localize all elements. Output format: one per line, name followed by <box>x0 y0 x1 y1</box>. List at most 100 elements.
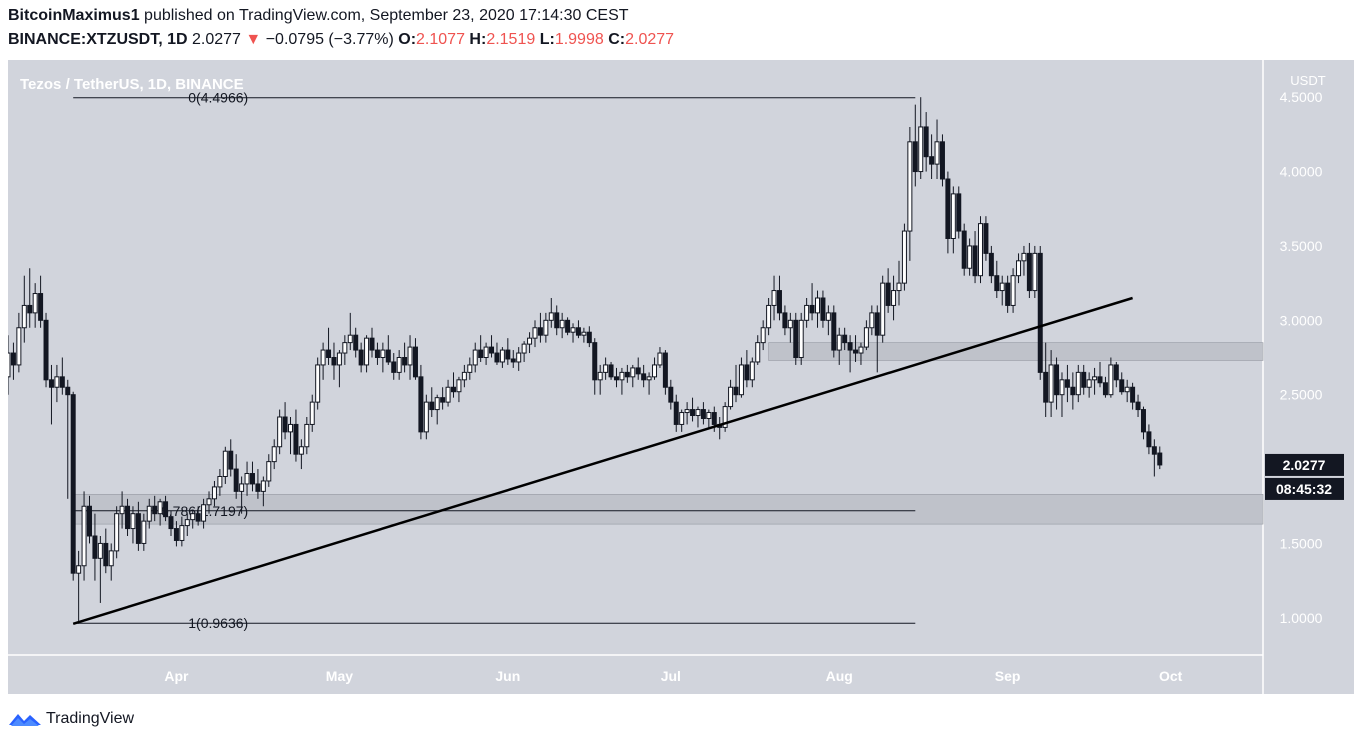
candle[interactable] <box>907 126 913 261</box>
candle[interactable] <box>619 367 625 395</box>
candle[interactable] <box>945 171 951 254</box>
candle[interactable] <box>722 402 728 432</box>
candle[interactable] <box>608 361 614 380</box>
candle[interactable] <box>260 476 266 507</box>
candle[interactable] <box>380 342 386 373</box>
candle[interactable] <box>809 283 815 321</box>
candle[interactable] <box>994 260 1000 298</box>
candle[interactable] <box>891 275 897 321</box>
candle[interactable] <box>70 391 76 581</box>
candle[interactable] <box>141 513 147 551</box>
candle[interactable] <box>1135 394 1141 417</box>
candle[interactable] <box>999 275 1005 306</box>
candle[interactable] <box>624 364 630 383</box>
candle[interactable] <box>1005 275 1011 313</box>
candle[interactable] <box>657 347 663 368</box>
candle[interactable] <box>1151 439 1157 477</box>
candle[interactable] <box>21 275 27 343</box>
candle[interactable] <box>853 335 859 362</box>
candle[interactable] <box>847 335 853 373</box>
candle[interactable] <box>874 305 880 373</box>
candle[interactable] <box>76 550 82 624</box>
candle[interactable] <box>331 342 337 380</box>
price-chart[interactable]: 0(4.4966)0.786(1.7197)1(0.9636) 4.50004.… <box>5 60 1354 694</box>
candle[interactable] <box>293 409 299 462</box>
candle[interactable] <box>581 327 587 343</box>
candle[interactable] <box>700 402 706 425</box>
candle[interactable] <box>1124 379 1130 403</box>
candle[interactable] <box>320 342 326 380</box>
candle[interactable] <box>793 312 799 365</box>
candle[interactable] <box>499 347 505 368</box>
candle[interactable] <box>478 335 484 362</box>
candle[interactable] <box>679 409 685 432</box>
candle[interactable] <box>81 491 87 581</box>
candle[interactable] <box>863 320 869 351</box>
candle[interactable] <box>858 342 864 365</box>
candle[interactable] <box>516 347 522 371</box>
candle[interactable] <box>668 379 674 410</box>
tradingview-logo-icon[interactable] <box>8 709 42 729</box>
candle[interactable] <box>728 379 734 410</box>
support-resistance-zone[interactable] <box>768 342 1264 361</box>
candle[interactable] <box>787 312 793 343</box>
candle[interactable] <box>570 323 576 343</box>
candle[interactable] <box>662 350 668 395</box>
candle[interactable] <box>271 439 277 470</box>
candle[interactable] <box>16 312 22 373</box>
candle[interactable] <box>86 495 92 544</box>
candle[interactable] <box>559 312 565 339</box>
candle[interactable] <box>939 134 945 187</box>
candle[interactable] <box>738 357 744 398</box>
candle[interactable] <box>912 104 918 187</box>
candle[interactable] <box>184 513 190 536</box>
candle[interactable] <box>298 439 304 470</box>
candle[interactable] <box>695 406 701 428</box>
candle[interactable] <box>326 327 332 365</box>
candle[interactable] <box>374 342 380 365</box>
candle[interactable] <box>510 350 516 368</box>
price-scale-panel[interactable] <box>1263 60 1354 694</box>
candle[interactable] <box>1092 367 1098 395</box>
candle[interactable] <box>222 446 228 484</box>
candle[interactable] <box>114 506 120 559</box>
candle[interactable] <box>869 305 875 336</box>
candle[interactable] <box>282 402 288 440</box>
candle[interactable] <box>336 350 342 388</box>
candle[interactable] <box>266 454 272 487</box>
candle[interactable] <box>929 134 935 179</box>
candle[interactable] <box>342 335 348 365</box>
candle[interactable] <box>537 312 543 343</box>
candle[interactable] <box>364 335 370 373</box>
candle[interactable] <box>896 260 902 306</box>
candle[interactable] <box>358 342 364 373</box>
candle[interactable] <box>776 275 782 321</box>
candle[interactable] <box>646 372 652 395</box>
candle[interactable] <box>603 357 609 380</box>
candle[interactable] <box>179 516 185 547</box>
candle[interactable] <box>412 338 418 380</box>
candle[interactable] <box>613 367 619 388</box>
candle[interactable] <box>543 312 549 343</box>
candle[interactable] <box>1021 245 1027 276</box>
candle[interactable] <box>950 186 956 254</box>
candle[interactable] <box>885 268 891 313</box>
candle[interactable] <box>201 498 207 529</box>
candle[interactable] <box>1081 364 1087 395</box>
candle[interactable] <box>1119 372 1125 395</box>
candle[interactable] <box>804 298 810 328</box>
candle[interactable] <box>1108 357 1114 398</box>
candle[interactable] <box>135 501 141 551</box>
candle[interactable] <box>1043 342 1049 417</box>
candle[interactable] <box>521 341 527 362</box>
candle[interactable] <box>48 364 54 425</box>
candle[interactable] <box>146 498 152 529</box>
support-resistance-zone[interactable] <box>72 494 1264 525</box>
candle[interactable] <box>1026 242 1032 298</box>
candle[interactable] <box>304 417 310 455</box>
candle[interactable] <box>977 216 983 284</box>
candle[interactable] <box>402 342 408 373</box>
candle[interactable] <box>255 469 261 499</box>
candle[interactable] <box>831 305 837 358</box>
candle[interactable] <box>744 350 750 388</box>
